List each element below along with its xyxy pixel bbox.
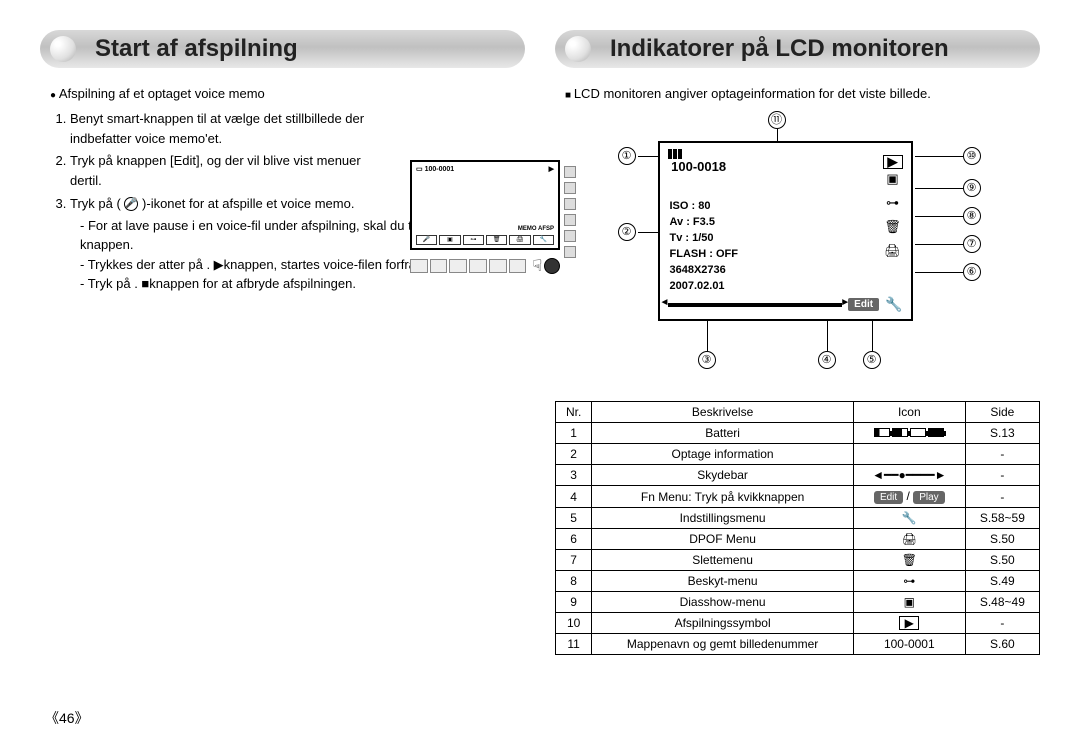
reference-table: Nr. Beskrivelse Icon Side 1BatteriS.132O…	[555, 401, 1040, 655]
left-header: Start af afspilning	[40, 30, 525, 68]
table-row: 11Mappenavn og gemt billedenummer100-000…	[556, 634, 1040, 655]
table-row: 8Beskyt-menu⊶S.49	[556, 571, 1040, 592]
target-button-icon	[544, 258, 560, 274]
callout-1: ①	[618, 147, 636, 165]
lcd-folder: 100-0018	[671, 159, 726, 174]
callout-2: ②	[618, 223, 636, 241]
step-2: Tryk på knappen [Edit], og der vil blive…	[70, 151, 370, 191]
table-row: 2Optage information-	[556, 444, 1040, 465]
callout-9: ⑨	[963, 179, 981, 197]
substep-3: Tryk på . ■knappen for at afbryde afspil…	[80, 274, 525, 294]
table-row: 5Indstillingsmenu🔧S.58~59	[556, 508, 1040, 529]
wrench-icon: 🔧	[885, 296, 902, 313]
table-row: 1BatteriS.13	[556, 423, 1040, 444]
callout-11: ⑪	[768, 111, 786, 129]
page-number: 《46》	[45, 708, 89, 728]
table-row: 7Slettemenu🗑S.50	[556, 550, 1040, 571]
info-iso: ISO : 80	[670, 199, 738, 215]
lcd-diagram: 100-0018 ▶ ▣ ⊶ 🗑 🖨 ISO : 80 Av : F3.5 Tv…	[568, 111, 1028, 381]
header-decor-circle	[50, 36, 76, 62]
table-row: 4Fn Menu: Tryk på kvikknappenEdit / Play…	[556, 486, 1040, 508]
mic-icon: 🎤	[124, 197, 138, 211]
callout-10: ⑩	[963, 147, 981, 165]
bottom-button-row: ☟	[410, 256, 560, 276]
step-1: Benyt smart-knappen til at vælge det sti…	[70, 109, 370, 149]
info-date: 2007.02.01	[670, 279, 738, 295]
play-icon: ▶	[883, 155, 903, 169]
table-row: 3Skydebar◄━━●━━━━►-	[556, 465, 1040, 486]
hand-pointer-icon: ☟	[532, 256, 542, 276]
mini-lcd-mock: ▭ 100-0001 ▶ MEMO AFSP 🎤▣⊶🗑🖨🔧 ☟	[410, 160, 560, 276]
right-intro: LCD monitoren angiver optageinformation …	[565, 86, 1040, 101]
th-side: Side	[965, 402, 1039, 423]
left-steps: Benyt smart-knappen til at vælge det sti…	[70, 109, 370, 214]
info-av: Av : F3.5	[670, 215, 738, 231]
lcd-info-block: ISO : 80 Av : F3.5 Tv : 1/50 FLASH : OFF…	[670, 199, 738, 295]
table-row: 10Afspilningssymbol▶-	[556, 613, 1040, 634]
mini-play-icon: ▶	[549, 165, 554, 173]
info-flash: FLASH : OFF	[670, 247, 738, 263]
info-res: 3648X2736	[670, 263, 738, 279]
th-icon: Icon	[853, 402, 965, 423]
protect-icon: ⊶	[883, 195, 903, 211]
left-title: Start af afspilning	[95, 35, 510, 63]
left-bullet: Afspilning af et optaget voice memo	[50, 86, 525, 101]
mini-memo-label: MEMO AFSP	[518, 226, 554, 232]
callout-5: ⑤	[863, 351, 881, 369]
header-decor-circle-2	[565, 36, 591, 62]
delete-icon: 🗑	[883, 219, 903, 235]
slider-icon	[668, 303, 843, 307]
lcd-screen: 100-0018 ▶ ▣ ⊶ 🗑 🖨 ISO : 80 Av : F3.5 Tv…	[658, 141, 913, 321]
table-row: 6DPOF Menu🖨S.50	[556, 529, 1040, 550]
callout-6: ⑥	[963, 263, 981, 281]
slideshow-icon: ▣	[883, 171, 903, 187]
info-tv: Tv : 1/50	[670, 231, 738, 247]
step-3: Tryk på ( 🎤 )-ikonet for at afspille et …	[70, 194, 370, 214]
callout-8: ⑧	[963, 207, 981, 225]
right-title: Indikatorer på LCD monitoren	[610, 35, 1025, 63]
mini-folder: 100-0001	[425, 166, 455, 173]
right-header: Indikatorer på LCD monitoren	[555, 30, 1040, 68]
callout-3: ③	[698, 351, 716, 369]
callout-7: ⑦	[963, 235, 981, 253]
edit-button: Edit	[848, 298, 879, 311]
th-nr: Nr.	[556, 402, 592, 423]
th-desc: Beskrivelse	[592, 402, 854, 423]
callout-4: ④	[818, 351, 836, 369]
dpof-icon: 🖨	[883, 243, 903, 259]
table-row: 9Diasshow-menu▣S.48~49	[556, 592, 1040, 613]
